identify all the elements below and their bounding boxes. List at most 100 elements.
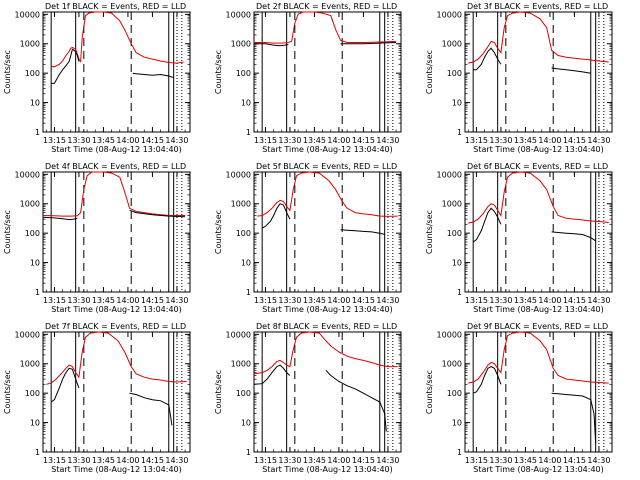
plot-frame (42, 331, 191, 453)
x-tick-label: 14:15 (563, 136, 586, 145)
y-tick-label: 10 (30, 99, 40, 108)
events-series-line (551, 67, 591, 74)
y-tick-label: 1000 (442, 40, 462, 49)
y-tick-label: 1000 (20, 200, 40, 209)
chart-panel: Det 4f BLACK = Events, RED = LLD Counts/s… (3, 162, 191, 314)
x-tick-label: 13:45 (303, 296, 326, 305)
y-tick-label: 1000 (442, 360, 462, 369)
x-tick-label: 14:30 (376, 136, 399, 145)
y-tick-label: 10 (30, 259, 40, 268)
x-tick-label: 13:30 (67, 296, 90, 305)
y-tick-label: 10 (452, 259, 462, 268)
y-tick-label: 10000 (15, 10, 40, 19)
plot-frame (253, 331, 402, 453)
chart-panel: Det 2f BLACK = Events, RED = LLD Counts/s… (214, 2, 402, 154)
chart-panel: Det 7f BLACK = Events, RED = LLD Counts/s… (3, 322, 191, 474)
x-axis-label: Start Time (08-Aug-12 13:04:40) (262, 305, 393, 314)
x-tick-label: 14:30 (376, 456, 399, 465)
y-tick-label: 1000 (20, 360, 40, 369)
events-series-line (473, 47, 502, 71)
events-series-line (261, 203, 291, 229)
y-tick-label: 100 (25, 229, 40, 238)
x-axis-label: Start Time (08-Aug-12 13:04:40) (51, 465, 182, 474)
chart-title: Det 5f BLACK = Events, RED = LLD (256, 162, 397, 171)
events-series-line (254, 43, 289, 47)
chart-title: Det 8f BLACK = Events, RED = LLD (256, 322, 397, 331)
y-tick-label: 10 (241, 259, 251, 268)
x-tick-label: 14:15 (352, 136, 375, 145)
y-tick-label: 100 (236, 229, 251, 238)
x-tick-label: 13:15 (465, 136, 488, 145)
y-axis-label: Counts/sec (3, 50, 12, 94)
x-tick-label: 13:45 (303, 456, 326, 465)
x-tick-label: 14:15 (352, 456, 375, 465)
y-tick-label: 10 (452, 99, 462, 108)
y-tick-label: 1 (457, 288, 462, 297)
events-series-line (50, 367, 80, 403)
x-tick-label: 13:30 (489, 296, 512, 305)
x-tick-label: 13:15 (254, 296, 277, 305)
y-tick-label: 100 (447, 69, 462, 78)
plot-frame (464, 11, 613, 133)
x-tick-label: 13:15 (254, 136, 277, 145)
y-tick-label: 1 (246, 288, 251, 297)
chart-panel: Det 1f BLACK = Events, RED = LLD Counts/s… (3, 2, 191, 154)
y-tick-label: 1000 (20, 40, 40, 49)
events-series-line (42, 216, 78, 221)
x-tick-label: 13:45 (92, 296, 115, 305)
x-tick-label: 13:15 (43, 136, 66, 145)
x-tick-label: 13:30 (489, 136, 512, 145)
y-tick-label: 1 (246, 448, 251, 457)
lld-series-line (253, 331, 398, 375)
x-tick-label: 14:30 (165, 136, 188, 145)
events-series-line (340, 42, 397, 45)
x-tick-label: 14:15 (563, 456, 586, 465)
x-axis-label: Start Time (08-Aug-12 13:04:40) (473, 145, 604, 154)
lld-series-line (46, 331, 187, 385)
x-tick-label: 13:45 (514, 136, 537, 145)
y-tick-label: 1 (246, 128, 251, 137)
chart-title: Det 7f BLACK = Events, RED = LLD (45, 322, 186, 331)
x-tick-label: 14:00 (116, 136, 139, 145)
x-tick-label: 13:45 (514, 456, 537, 465)
lld-series-line (51, 11, 184, 68)
chart-panel: Det 6f BLACK = Events, RED = LLD Counts/s… (425, 162, 613, 314)
y-axis-label: Counts/sec (425, 370, 434, 414)
x-tick-label: 14:00 (538, 136, 561, 145)
y-axis-label: Counts/sec (3, 370, 12, 414)
x-axis-label: Start Time (08-Aug-12 13:04:40) (51, 145, 182, 154)
x-tick-label: 14:30 (587, 136, 610, 145)
y-tick-label: 10000 (226, 330, 251, 339)
y-tick-label: 10 (241, 419, 251, 428)
x-tick-label: 13:45 (92, 456, 115, 465)
y-tick-label: 1 (35, 288, 40, 297)
x-tick-label: 14:15 (141, 296, 164, 305)
x-tick-label: 14:00 (538, 456, 561, 465)
events-series-line (551, 392, 597, 444)
chart-title: Det 4f BLACK = Events, RED = LLD (45, 162, 186, 171)
x-tick-label: 14:15 (141, 136, 164, 145)
x-tick-label: 13:30 (489, 456, 512, 465)
y-tick-label: 100 (25, 389, 40, 398)
chart-title: Det 3f BLACK = Events, RED = LLD (467, 2, 608, 11)
y-axis-label: Counts/sec (425, 210, 434, 254)
y-tick-label: 10000 (15, 330, 40, 339)
x-tick-label: 14:00 (327, 136, 350, 145)
lld-series-line (42, 171, 186, 217)
lld-series-line (468, 171, 609, 224)
y-axis-label: Counts/sec (214, 370, 223, 414)
x-axis-label: Start Time (08-Aug-12 13:04:40) (473, 465, 604, 474)
chart-title: Det 1f BLACK = Events, RED = LLD (45, 2, 186, 11)
y-tick-label: 10 (241, 99, 251, 108)
x-tick-label: 14:30 (587, 296, 610, 305)
y-tick-label: 1000 (231, 40, 251, 49)
plot-frame (253, 171, 402, 293)
x-tick-label: 13:15 (465, 296, 488, 305)
events-series-line (472, 207, 502, 243)
x-tick-label: 14:15 (141, 456, 164, 465)
chart-panel: Det 5f BLACK = Events, RED = LLD Counts/s… (214, 162, 402, 314)
y-axis-label: Counts/sec (214, 210, 223, 254)
chart-title: Det 6f BLACK = Events, RED = LLD (467, 162, 608, 171)
y-tick-label: 10000 (437, 10, 462, 19)
y-tick-label: 100 (447, 229, 462, 238)
